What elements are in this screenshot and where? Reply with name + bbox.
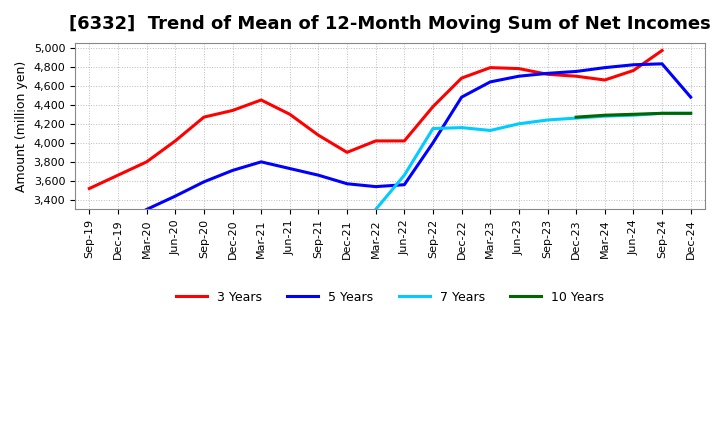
- 3 Years: [572, 73, 580, 79]
- Title: [6332]  Trend of Mean of 12-Month Moving Sum of Net Incomes: [6332] Trend of Mean of 12-Month Moving …: [69, 15, 711, 33]
- 3 Years: [543, 72, 552, 77]
- 5 Years: [228, 168, 237, 173]
- 5 Years: [486, 79, 495, 84]
- 3 Years: [143, 159, 151, 165]
- 10 Years: [658, 111, 667, 116]
- 3 Years: [171, 138, 179, 143]
- 3 Years: [457, 76, 466, 81]
- 7 Years: [515, 121, 523, 126]
- 10 Years: [600, 113, 609, 118]
- 3 Years: [658, 48, 667, 53]
- 7 Years: [486, 128, 495, 133]
- 5 Years: [457, 95, 466, 100]
- Y-axis label: Amount (million yen): Amount (million yen): [15, 61, 28, 192]
- 5 Years: [600, 65, 609, 70]
- 3 Years: [285, 112, 294, 117]
- 5 Years: [143, 207, 151, 212]
- 3 Years: [629, 68, 638, 73]
- Legend: 3 Years, 5 Years, 7 Years, 10 Years: 3 Years, 5 Years, 7 Years, 10 Years: [171, 286, 609, 309]
- 7 Years: [400, 172, 409, 178]
- 5 Years: [343, 181, 351, 187]
- 3 Years: [372, 138, 380, 143]
- Line: 7 Years: 7 Years: [376, 114, 690, 209]
- 5 Years: [629, 62, 638, 67]
- 7 Years: [629, 113, 638, 118]
- 7 Years: [600, 114, 609, 119]
- 5 Years: [257, 159, 266, 165]
- 3 Years: [515, 66, 523, 71]
- 7 Years: [457, 125, 466, 130]
- 3 Years: [400, 138, 409, 143]
- 3 Years: [199, 114, 208, 120]
- 3 Years: [85, 186, 94, 191]
- 3 Years: [314, 132, 323, 138]
- Line: 3 Years: 3 Years: [89, 51, 662, 188]
- 3 Years: [343, 150, 351, 155]
- Line: 10 Years: 10 Years: [576, 114, 690, 117]
- 3 Years: [428, 104, 437, 109]
- 10 Years: [572, 114, 580, 120]
- 5 Years: [372, 184, 380, 189]
- 5 Years: [171, 194, 179, 199]
- 5 Years: [686, 95, 695, 100]
- 7 Years: [572, 115, 580, 121]
- 10 Years: [686, 111, 695, 116]
- 5 Years: [285, 166, 294, 171]
- 3 Years: [600, 77, 609, 83]
- 5 Years: [400, 182, 409, 187]
- 3 Years: [486, 65, 495, 70]
- 10 Years: [629, 112, 638, 117]
- 7 Years: [686, 111, 695, 116]
- 7 Years: [543, 117, 552, 123]
- Line: 5 Years: 5 Years: [147, 64, 690, 209]
- 5 Years: [572, 69, 580, 74]
- 5 Years: [314, 172, 323, 178]
- 7 Years: [428, 126, 437, 131]
- 7 Years: [658, 111, 667, 116]
- 5 Years: [658, 61, 667, 66]
- 7 Years: [372, 207, 380, 212]
- 3 Years: [228, 108, 237, 113]
- 5 Years: [543, 71, 552, 76]
- 3 Years: [257, 97, 266, 103]
- 5 Years: [199, 179, 208, 184]
- 5 Years: [515, 73, 523, 79]
- 5 Years: [428, 140, 437, 146]
